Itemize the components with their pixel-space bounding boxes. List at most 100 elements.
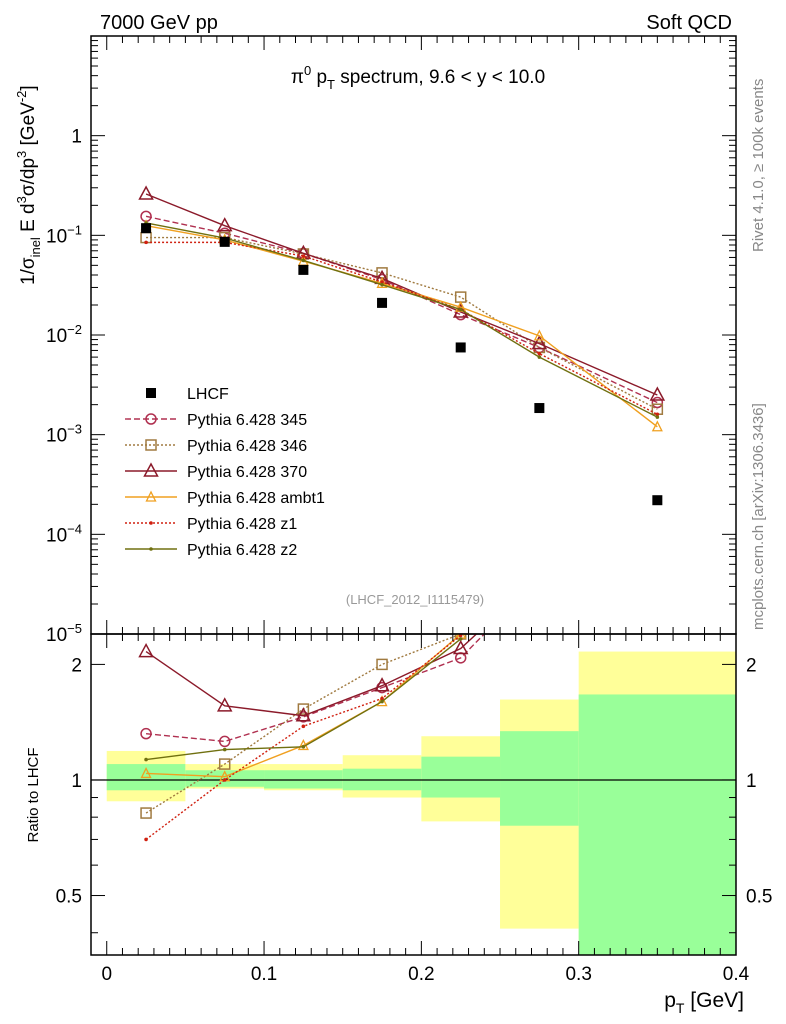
main-title: π0 pT spectrum, 9.6 < y < 10.0	[291, 63, 545, 92]
legend-marker	[143, 462, 159, 477]
data-point	[531, 335, 548, 350]
legend-label: Pythia 6.428 ambt1	[187, 490, 325, 507]
lower-ylabel: Ratio to LHCF	[25, 747, 42, 842]
data-point	[141, 223, 152, 234]
data-point	[651, 396, 664, 409]
side-label-top: Rivet 4.1.0, ≥ 100k events	[750, 79, 767, 252]
data-point	[455, 342, 466, 353]
data-point	[534, 403, 545, 414]
legend-entry: Pythia 6.428 370	[125, 462, 307, 481]
legend-marker	[145, 439, 157, 451]
legend-label: LHCF	[187, 386, 229, 403]
data-point	[295, 244, 312, 260]
header-left: 7000 GeV pp	[100, 12, 218, 34]
ratio-point	[380, 696, 384, 701]
upper-ytick-label: 10−5	[46, 621, 82, 646]
lower-frame	[90, 633, 737, 956]
lower-ytick-label-left: 1	[71, 771, 82, 792]
legend-label: Pythia 6.428 346	[187, 438, 307, 455]
x-tick-label: 0.2	[408, 964, 434, 985]
side-label-bottom: mcplots.cern.ch [arXiv:1306.3436]	[750, 403, 767, 630]
lower-plot: 2 2 1 1 0.5 0.5 0 0.1 0.2 0.3 0.4	[56, 633, 772, 985]
analysis-id: (LHCF_2012_I1115479)	[346, 592, 484, 607]
ratio-point	[458, 637, 463, 641]
ratio-point	[452, 639, 469, 655]
lower-ytick-label-left: 2	[71, 655, 82, 676]
ratio-line	[145, 634, 462, 840]
upper-ytick-label: 10−3	[46, 422, 82, 447]
legend-entry: Pythia 6.428 z1	[125, 516, 297, 533]
x-tick-label: 0.3	[565, 964, 591, 985]
uncertainty-band-green	[578, 694, 736, 955]
data-point	[655, 412, 660, 417]
upper-ytick-label: 10−1	[46, 222, 82, 247]
ratio-point	[458, 634, 463, 638]
series-lhcf	[141, 223, 663, 506]
legend-marker	[149, 547, 153, 551]
data-point	[298, 264, 309, 275]
legend-marker	[149, 521, 153, 525]
ratio-point	[222, 778, 227, 782]
ratio-point	[376, 695, 388, 707]
ratio-pythia-6-428-z1	[144, 634, 463, 842]
series-pythia-6-428-370	[138, 185, 666, 401]
legend-label: Pythia 6.428 z2	[187, 542, 297, 559]
upper-ytick-label: 10−4	[46, 521, 82, 546]
upper-plot: 1 10−1 10−2 10−3 10−4 10−5	[46, 35, 737, 646]
legend-entry: Pythia 6.428 z2	[125, 542, 297, 559]
ratio-point	[374, 677, 390, 692]
legend: LHCF Pythia 6.428 345 Pythia 6.428 346 Pyth…	[125, 386, 325, 559]
upper-ytick-label: 10−2	[46, 322, 82, 347]
data-point	[380, 282, 384, 287]
data-point	[454, 291, 467, 303]
ratio-point	[295, 707, 312, 722]
upper-ylabel: 1/σinel E d3σ/dp3 [GeV-2]	[14, 85, 43, 285]
lower-ytick-label-right: 1	[746, 771, 757, 792]
ratio-line	[145, 634, 477, 717]
data-point	[649, 386, 666, 401]
ratio-point	[297, 703, 310, 715]
ratio-point	[218, 735, 231, 748]
ratio-area	[91, 634, 736, 955]
header-right: Soft QCD	[646, 12, 732, 34]
ratio-point	[301, 724, 306, 729]
legend-entry: Pythia 6.428 ambt1	[125, 490, 325, 507]
legend-entry: Pythia 6.428 346	[125, 438, 307, 455]
ratio-point	[140, 807, 152, 819]
upper-ytick-label: 1	[71, 127, 82, 148]
ratio-point	[144, 837, 148, 842]
ratio-point	[138, 642, 154, 658]
legend-marker	[146, 388, 156, 398]
ratio-point	[218, 758, 231, 770]
ratio-point	[222, 747, 227, 752]
lower-ytick-label-right: 2	[746, 655, 757, 676]
ratio-pythia-6-428-z2	[144, 637, 463, 762]
legend-label: Pythia 6.428 345	[187, 412, 307, 429]
data-point	[652, 495, 663, 506]
data-point	[138, 185, 154, 200]
data-point	[144, 240, 148, 245]
data-point	[651, 420, 663, 432]
ratio-point	[140, 727, 152, 740]
data-point	[376, 276, 388, 288]
uncertainty-band-green	[500, 731, 579, 826]
x-tick-label: 0	[101, 964, 112, 985]
ratio-pythia-6-428-345	[140, 634, 485, 748]
legend-entry: Pythia 6.428 345	[125, 412, 307, 429]
data-point	[377, 297, 388, 308]
data-point	[301, 258, 306, 263]
legend-marker	[145, 413, 157, 425]
legend-label: Pythia 6.428 z1	[187, 516, 297, 533]
data-point	[216, 217, 233, 232]
legend-entry: LHCF	[146, 386, 229, 403]
data-point	[537, 351, 542, 356]
data-point	[533, 329, 545, 341]
series-line	[145, 193, 658, 396]
ratio-point	[376, 658, 388, 671]
data-point	[219, 236, 230, 247]
ratio-pythia-6-428-370	[138, 634, 477, 722]
series-line	[146, 236, 658, 410]
x-tick-label: 0.4	[723, 964, 750, 985]
data-point	[458, 307, 463, 312]
